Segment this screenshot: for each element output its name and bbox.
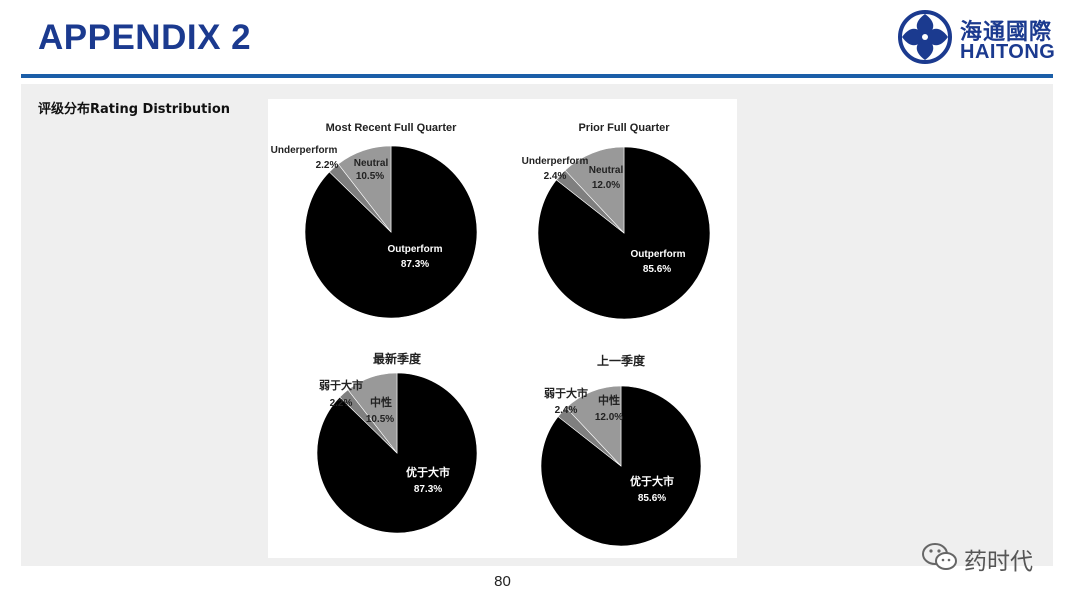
logo-chinese-text: 海通國際 <box>960 20 1053 45</box>
logo-english-text: HAITONG <box>960 41 1056 63</box>
slice-value-label: 2.2% <box>330 398 353 409</box>
slice-value-label: 2.4% <box>544 171 567 182</box>
slice-value-label: 10.5% <box>356 171 384 182</box>
slice-value-label: 85.6% <box>638 493 666 504</box>
slice-value-label: 87.3% <box>401 259 429 270</box>
pie-title: Most Recent Full Quarter <box>326 122 458 134</box>
slice-label: 优于大市 <box>630 474 674 488</box>
pie-chart-2: Prior Full Quarter Outperform 85.6% Underpe… <box>522 122 711 320</box>
slice-label: 中性 <box>370 395 392 409</box>
wechat-watermark: 药时代 <box>918 538 1058 578</box>
pie-title: 上一季度 <box>597 353 646 368</box>
pie-title: 最新季度 <box>373 351 422 366</box>
slice-value-label: 12.0% <box>592 180 620 191</box>
slide-title: APPENDIX 2 <box>38 18 252 57</box>
slice-label: Outperform <box>388 244 443 255</box>
slice-label: Underperform <box>522 156 589 167</box>
haitong-logo: 海通國際 HAITONG <box>898 8 1058 68</box>
pie-chart-1: Most Recent Full Quarter Outperform 87.3% U… <box>271 122 478 319</box>
pie-slice-neutral <box>565 385 622 467</box>
page-number: 80 <box>494 573 511 590</box>
pie-slice-neutral <box>564 146 625 234</box>
slice-value-label: 2.4% <box>555 405 578 416</box>
slice-label: Outperform <box>631 249 686 260</box>
section-label: 评级分布Rating Distribution <box>38 102 231 117</box>
slice-value-label: 12.0% <box>595 412 623 423</box>
slice-label: Neutral <box>354 158 389 169</box>
chart-card: Most Recent Full Quarter Outperform 87.3% U… <box>268 99 737 558</box>
pie-slice-neutral <box>337 145 392 233</box>
pie-slice-neutral <box>347 372 398 454</box>
rating-distribution-charts: Most Recent Full Quarter Outperform 87.3% U… <box>271 122 711 547</box>
slice-label: 弱于大市 <box>319 378 363 392</box>
watermark-text: 药时代 <box>964 549 1033 575</box>
slice-label: 弱于大市 <box>544 386 588 400</box>
slice-label: 中性 <box>598 393 620 407</box>
slice-label: Underperform <box>271 145 338 156</box>
slice-value-label: 2.2% <box>316 160 339 171</box>
haitong-logo-icon <box>898 10 952 64</box>
slice-value-label: 85.6% <box>643 264 671 275</box>
pie-title: Prior Full Quarter <box>578 122 670 134</box>
slice-value-label: 10.5% <box>366 414 394 425</box>
slice-label: 优于大市 <box>406 465 450 479</box>
wechat-icon <box>922 543 957 570</box>
header-divider <box>21 74 1053 78</box>
slice-value-label: 87.3% <box>414 484 442 495</box>
slice-label: Neutral <box>589 165 624 176</box>
